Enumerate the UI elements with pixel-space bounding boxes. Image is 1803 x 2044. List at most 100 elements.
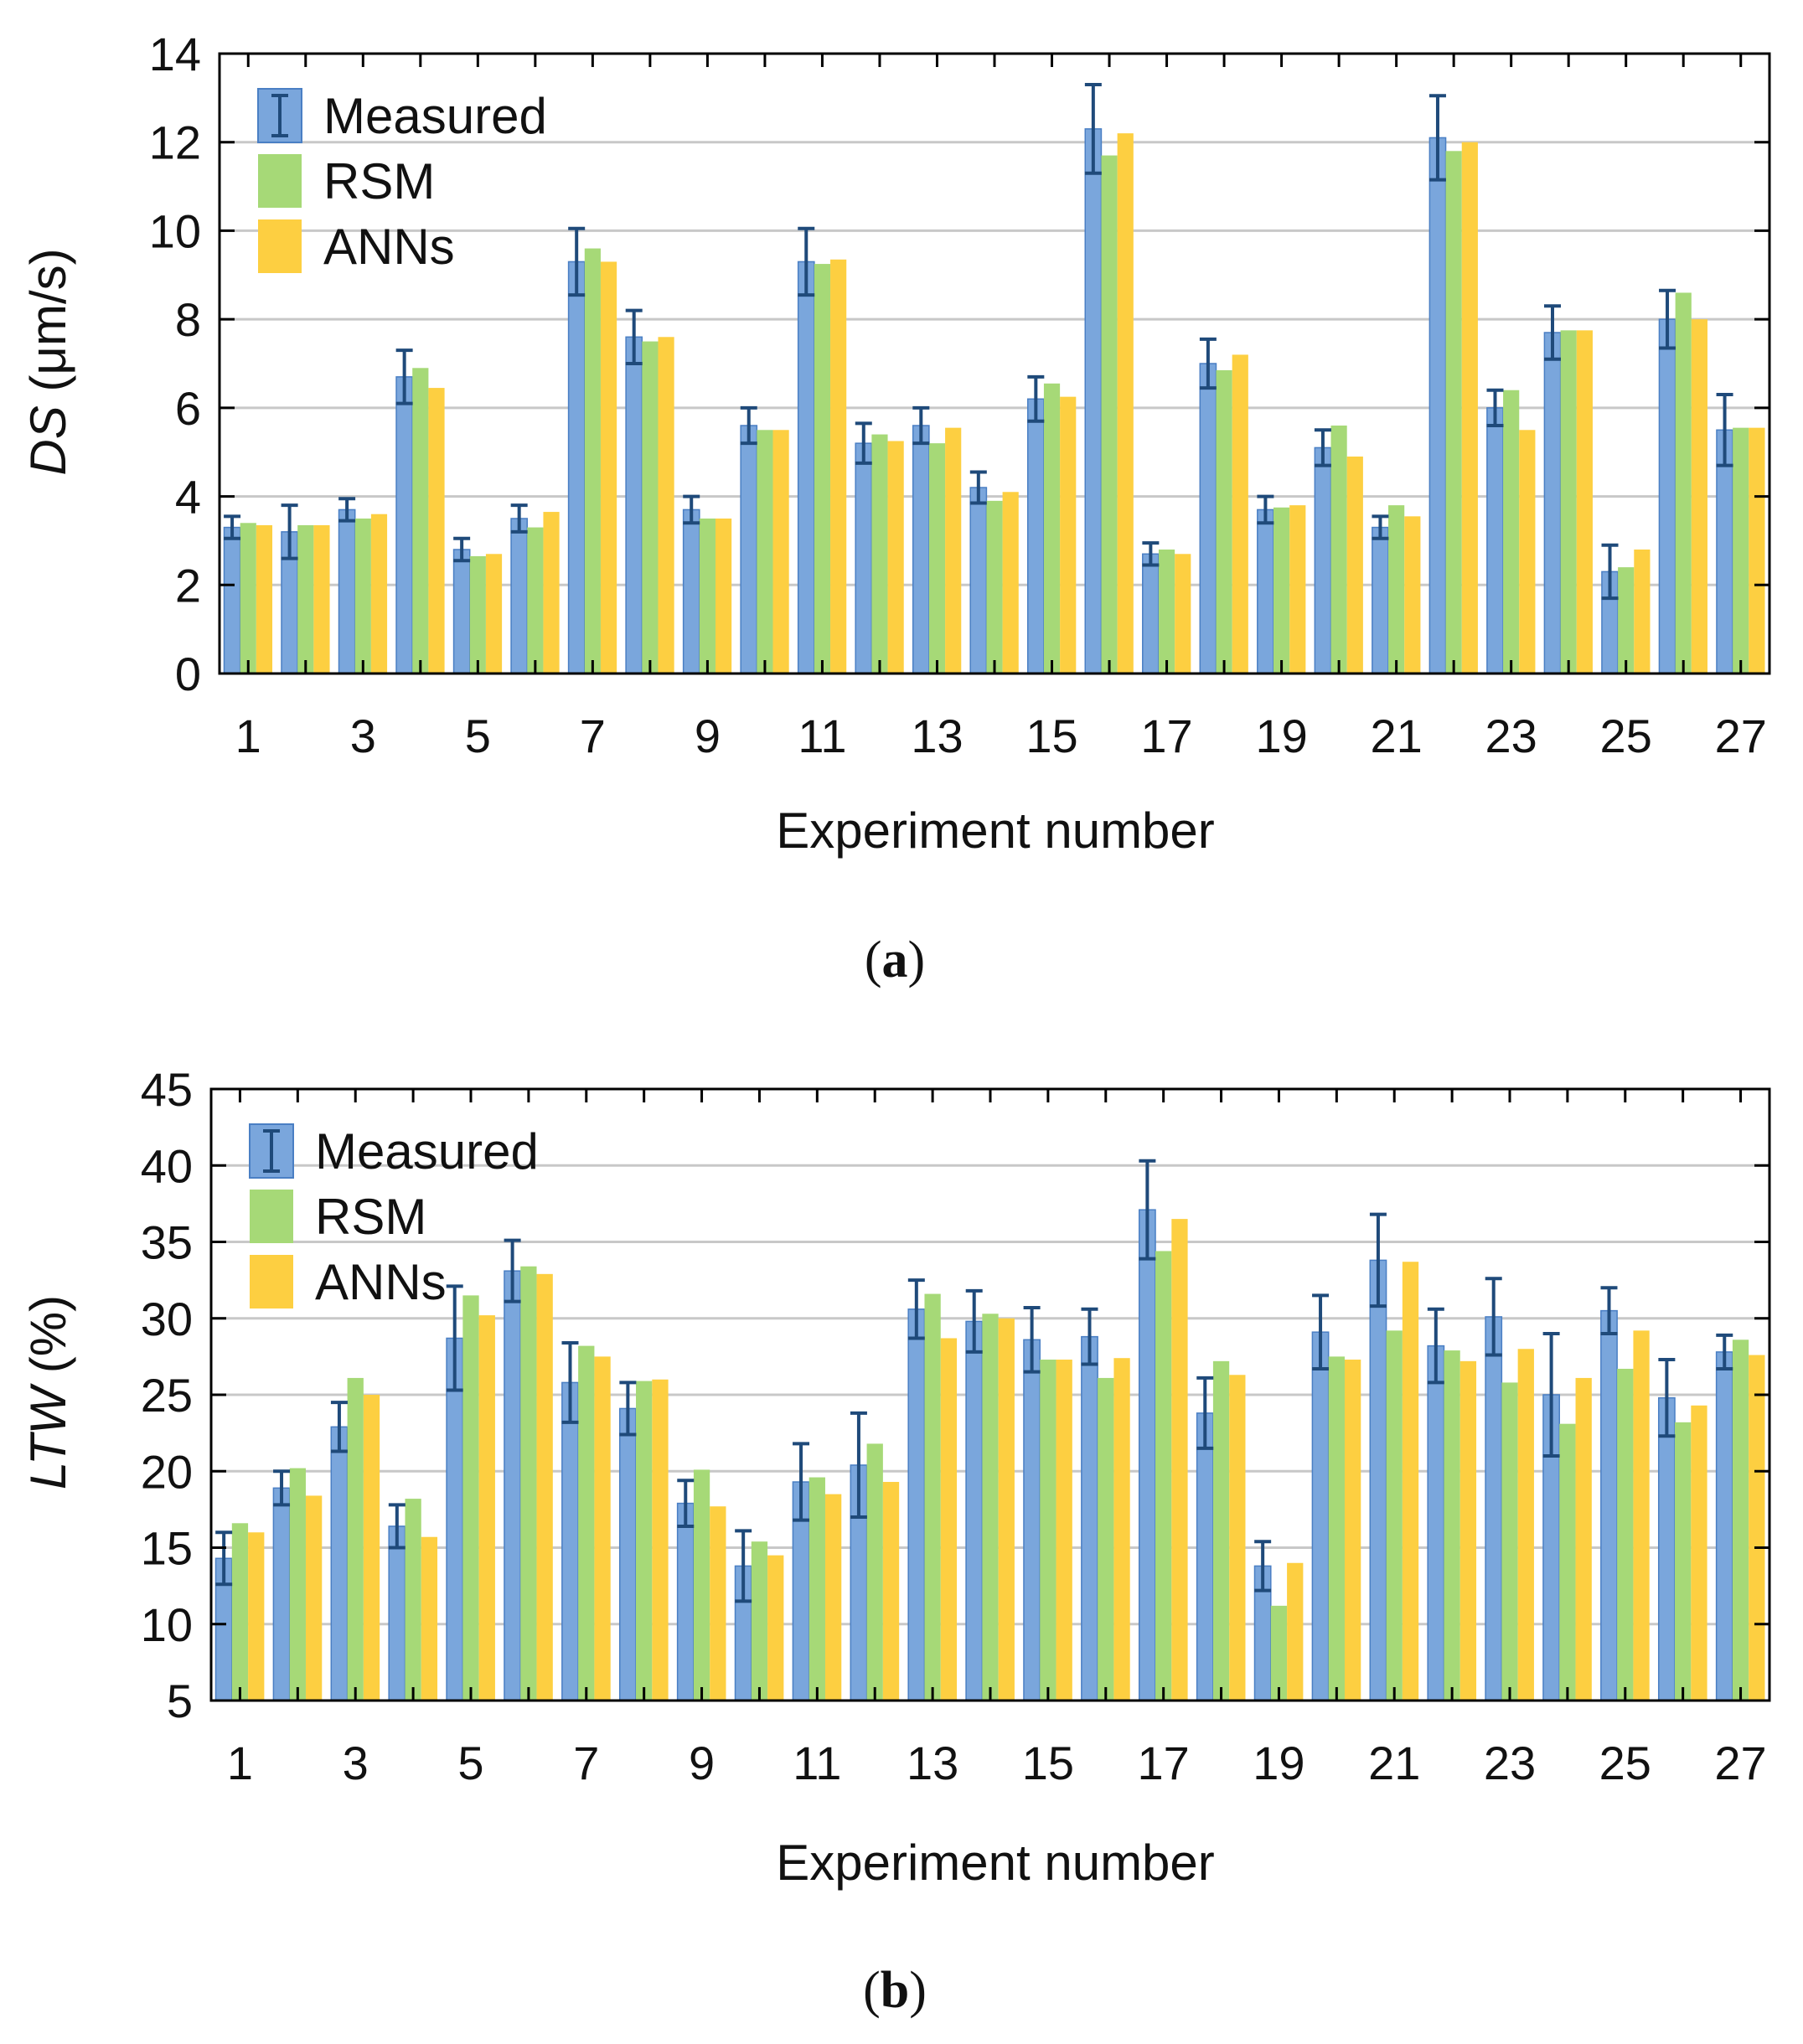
ann-bar [1289,505,1306,674]
legend-label: ANNs [323,219,455,275]
ann-bar [1060,396,1077,674]
ann-bar [1691,1405,1707,1701]
rsm-bar [231,1523,249,1701]
rsm-bar [527,527,544,674]
rsm-bar [1445,151,1462,674]
rsm-bar [699,519,716,674]
ann-bar [543,512,560,674]
ann-bar [1056,1360,1072,1701]
x-axis-title: Experiment number [776,803,1215,859]
rsm-bar [1328,1356,1345,1701]
ann-bar [1344,1360,1361,1701]
x-axis-ticks: 1 3 5 7 9 11 13 15 17 19 21 23 25 27 [227,1089,1767,1789]
measured-bar [1023,1339,1041,1701]
y-axis-title: DS (μm/s) [20,248,76,475]
measured-bar [1600,1309,1618,1701]
measured-bar [676,1502,695,1701]
ann-bar [428,388,445,674]
measured-bar [1138,1209,1156,1701]
ann-bar [248,1532,265,1701]
x-tick-label: 25 [1600,710,1652,762]
measured-bar [682,508,700,674]
x-tick-label: 23 [1485,710,1537,762]
rsm-legend-swatch [258,154,302,208]
y-tick-label: 30 [141,1293,193,1345]
rsm-bar [1559,1423,1576,1701]
rsm-bar [814,264,831,674]
rsm-bar [289,1468,306,1701]
bars [223,128,1765,674]
rsm-bar [412,368,429,674]
ann-bar [1175,554,1191,674]
y-tick-label: 0 [175,648,201,700]
bars [214,1209,1765,1701]
measured-bar [272,1487,291,1701]
y-tick-label: 14 [149,28,201,80]
ann-bar [1633,1330,1650,1701]
rsm-bar [693,1469,710,1701]
x-tick-label: 1 [227,1737,253,1789]
x-tick-label: 3 [343,1737,369,1789]
measured-bar [740,425,758,674]
ann-legend-swatch [258,219,302,273]
ann-bar [600,261,617,674]
ann-bar [1517,1349,1534,1701]
x-tick-label: 1 [235,710,261,762]
rsm-bar [1040,1360,1056,1701]
legend: Measured RSM ANNs [257,88,547,275]
y-tick-label: 2 [175,559,201,612]
rsm-bar [1618,567,1635,674]
rsm-bar [1675,1422,1692,1701]
ann-bar [1287,1562,1304,1701]
ann-bar [1002,492,1019,674]
measured-bar [625,336,643,674]
rsm-bar [1617,1368,1634,1701]
x-tick-label: 19 [1253,1737,1304,1789]
ann-bar [716,519,732,674]
measured-bar [1543,332,1562,674]
x-tick-label: 5 [457,1737,483,1789]
rsm-bar [1388,505,1405,674]
x-tick-label: 21 [1370,710,1422,762]
rsm-bar [347,1377,364,1701]
y-tick-label: 12 [149,116,201,169]
y-tick-label: 40 [141,1139,193,1192]
ann-bar [594,1356,611,1701]
measured-bar [338,508,356,674]
ann-bar [658,337,674,674]
ann-bar [1461,142,1478,674]
measured-bar [1257,508,1274,674]
rsm-bar [1444,1350,1460,1701]
ann-bar [363,1395,380,1701]
y-tick-label: 45 [141,1063,193,1116]
ann-bar [824,1494,842,1701]
ann-bar [1117,133,1134,674]
rsm-bar [1158,550,1175,674]
rsm-bar [1101,155,1118,674]
measured-bar [446,1337,464,1701]
y-tick-label: 35 [141,1216,193,1269]
x-tick-label: 17 [1140,710,1192,762]
rsm-bar [297,524,314,674]
y-tick-label: 6 [175,382,201,435]
y-tick-label: 10 [141,1598,193,1651]
measured-bar [567,261,586,674]
ann-bar [1576,330,1593,674]
measured-bar [1142,553,1160,674]
rsm-bar [354,519,371,674]
x-tick-label: 27 [1715,710,1767,762]
measured-bar [1428,137,1447,674]
measured-bar [1372,526,1389,674]
y-axis-title: LTW (%) [20,1295,76,1489]
rsm-bar [1560,330,1577,674]
x-tick-label: 9 [689,1737,715,1789]
measured-bar [504,1270,521,1701]
x-tick-label: 19 [1255,710,1307,762]
legend-label: Measured [315,1123,539,1179]
ann-bar [1634,550,1651,674]
rsm-bar [520,1266,537,1701]
x-tick-label: 15 [1022,1737,1074,1789]
rsm-bar [642,341,659,674]
measured-bar [1715,1351,1733,1701]
